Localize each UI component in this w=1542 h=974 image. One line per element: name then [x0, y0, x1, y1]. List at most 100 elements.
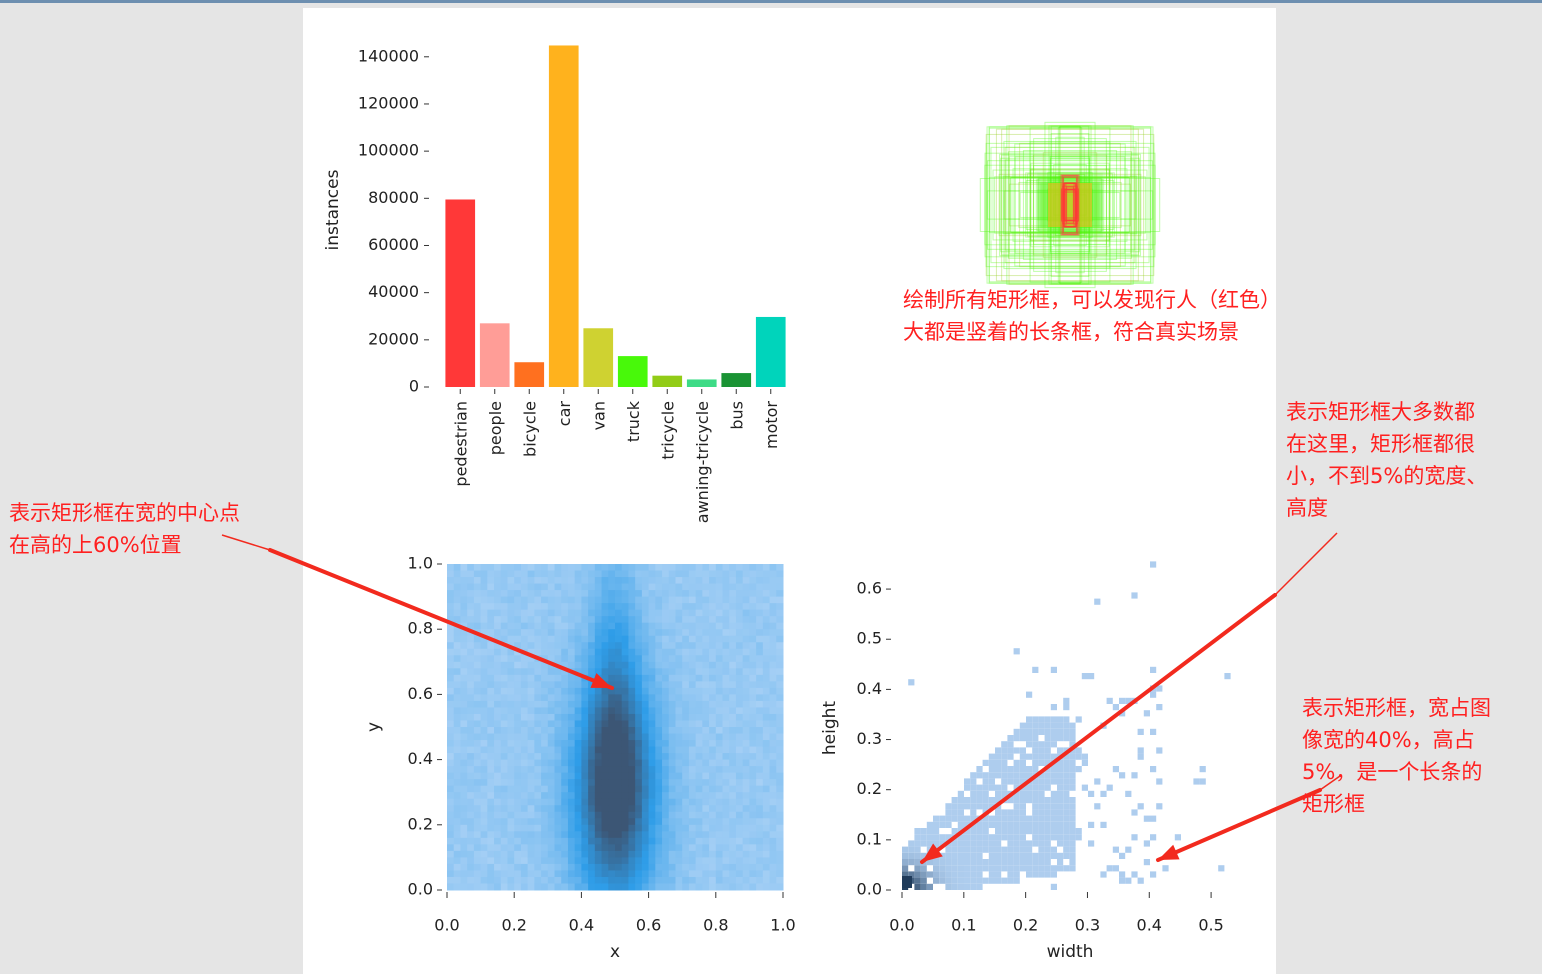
heat-cell [709, 635, 717, 643]
heat-cell [554, 687, 562, 695]
heat-cell [581, 844, 589, 852]
heat-cell [662, 596, 670, 604]
heat-cell [527, 863, 535, 871]
heat-cell [1069, 859, 1076, 866]
heat-cell [460, 655, 468, 663]
heat-cell [615, 596, 623, 604]
heat-cell [554, 713, 562, 721]
heat-cell [776, 876, 784, 884]
heat-cell [507, 883, 515, 891]
heat-cell [641, 707, 650, 715]
heat-cell [951, 846, 958, 853]
heat-cell [588, 837, 596, 845]
heat-cell [776, 629, 784, 637]
heat-cell [487, 694, 495, 702]
y-tick-label: 0.4 [857, 679, 882, 698]
heat-cell [581, 661, 589, 669]
heat-cell [581, 713, 589, 721]
heat-cell [601, 635, 609, 643]
heat-cell [1007, 865, 1014, 872]
heat-cell [453, 674, 461, 682]
heat-cell [520, 564, 529, 572]
heat-cell [514, 870, 522, 878]
heat-cell [547, 733, 556, 741]
heat-cell [453, 629, 461, 637]
heat-cell [988, 766, 995, 773]
heat-cell [933, 828, 940, 835]
heat-cell [547, 766, 556, 774]
heat-cell [945, 852, 952, 859]
heat-cell [514, 687, 522, 695]
heat-cell [487, 577, 495, 585]
heat-cell [641, 805, 650, 813]
heat-cell [500, 785, 508, 793]
heat-cell [480, 616, 488, 624]
heat-cell [675, 655, 683, 663]
heat-cell [473, 753, 482, 761]
heat-cell [1106, 865, 1113, 872]
heat-cell [1026, 821, 1033, 828]
heat-cell [635, 648, 643, 656]
heat-cell [608, 577, 616, 585]
heat-cell [709, 863, 717, 871]
heat-cell [487, 883, 495, 891]
heat-cell [534, 590, 542, 598]
heat-cell [776, 687, 784, 695]
heat-cell [453, 609, 461, 617]
heat-cell [594, 779, 603, 787]
heat-cell [574, 759, 582, 767]
heat-cell [453, 746, 461, 754]
heat-cell [527, 655, 535, 663]
heat-cell [514, 694, 522, 702]
heat-cell [976, 803, 983, 810]
heat-cell [995, 871, 1002, 878]
heat-cell [601, 622, 609, 630]
heat-cell [675, 727, 683, 735]
heat-cell [487, 779, 495, 787]
heat-cell [594, 876, 603, 884]
heat-cell [662, 570, 670, 578]
heat-cell [487, 746, 495, 754]
heat-cell [964, 840, 971, 847]
heat-cell [534, 674, 542, 682]
heat-cell [668, 577, 676, 585]
heat-cell [776, 850, 784, 858]
heat-cell [1032, 722, 1039, 729]
heat-cell [675, 713, 683, 721]
heat-cell [1063, 697, 1070, 704]
heat-cell [1013, 815, 1020, 822]
heat-cell [561, 818, 569, 826]
heat-cell [514, 700, 522, 708]
heat-cell [735, 863, 744, 871]
heat-cell [1001, 865, 1008, 872]
heat-cell [769, 570, 777, 578]
heat-cell [914, 859, 921, 866]
heat-cell [735, 883, 744, 891]
heat-cell [742, 870, 750, 878]
heat-cell [547, 655, 556, 663]
heat-cell [453, 876, 461, 884]
heat-cell [715, 759, 724, 767]
heat-cell [682, 642, 690, 650]
heat-cell [635, 818, 643, 826]
heat-cell [507, 740, 515, 748]
heat-cell [756, 876, 764, 884]
heat-cell [762, 681, 771, 689]
heat-cell [628, 700, 636, 708]
heat-cell [467, 713, 475, 721]
heat-cell [1007, 821, 1014, 828]
heat-cell [688, 642, 697, 650]
heat-cell [514, 609, 522, 617]
heat-cell [1038, 871, 1045, 878]
heat-cell [735, 850, 744, 858]
heat-cell [742, 753, 750, 761]
heat-cell [494, 883, 502, 891]
heat-cell [756, 818, 764, 826]
heat-cell [951, 883, 958, 890]
heat-cell [574, 831, 582, 839]
heat-cell [581, 687, 589, 695]
heat-cell [588, 603, 596, 611]
heat-cell [709, 661, 717, 669]
heat-cell [715, 811, 724, 819]
heat-cell [621, 753, 629, 761]
